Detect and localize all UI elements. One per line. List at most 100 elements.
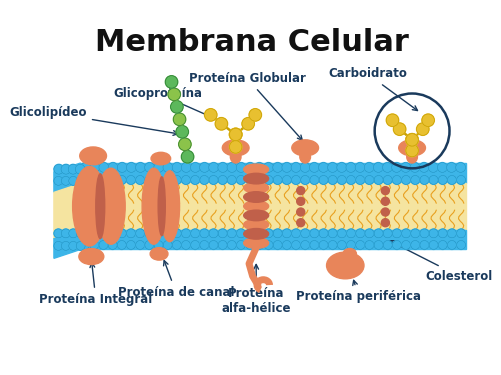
Ellipse shape <box>243 228 269 239</box>
Ellipse shape <box>142 168 165 244</box>
Circle shape <box>99 176 108 184</box>
Circle shape <box>69 229 78 238</box>
Ellipse shape <box>151 152 171 165</box>
Circle shape <box>411 240 420 249</box>
Circle shape <box>176 126 188 138</box>
Circle shape <box>69 242 78 250</box>
Circle shape <box>136 176 145 184</box>
Circle shape <box>154 229 163 238</box>
Circle shape <box>273 176 282 184</box>
Circle shape <box>337 229 346 238</box>
Circle shape <box>181 150 194 163</box>
Circle shape <box>365 229 374 238</box>
Circle shape <box>292 176 301 184</box>
Circle shape <box>145 240 154 249</box>
Circle shape <box>291 162 301 172</box>
Circle shape <box>163 240 172 249</box>
Circle shape <box>381 219 389 227</box>
Circle shape <box>383 162 392 172</box>
Circle shape <box>381 208 389 216</box>
Circle shape <box>255 162 264 172</box>
Circle shape <box>319 240 328 249</box>
Circle shape <box>356 240 365 249</box>
Circle shape <box>297 187 305 195</box>
Circle shape <box>229 128 242 141</box>
Circle shape <box>163 176 172 184</box>
Circle shape <box>81 240 90 249</box>
Circle shape <box>76 176 85 185</box>
Circle shape <box>255 240 264 249</box>
Circle shape <box>181 162 191 172</box>
Circle shape <box>355 162 365 172</box>
Circle shape <box>264 229 273 238</box>
Circle shape <box>229 128 242 141</box>
Circle shape <box>136 162 145 172</box>
Circle shape <box>236 229 245 238</box>
Circle shape <box>99 229 108 238</box>
Circle shape <box>255 176 264 184</box>
Circle shape <box>283 229 291 238</box>
Circle shape <box>190 162 200 172</box>
Circle shape <box>328 162 338 172</box>
Ellipse shape <box>243 164 269 175</box>
Circle shape <box>356 229 365 238</box>
Circle shape <box>181 176 190 184</box>
Circle shape <box>383 176 392 184</box>
Ellipse shape <box>230 150 241 163</box>
Circle shape <box>181 229 190 238</box>
Text: Proteína
alfa-hélice: Proteína alfa-hélice <box>221 264 291 315</box>
Circle shape <box>165 76 178 88</box>
Circle shape <box>386 114 399 126</box>
Circle shape <box>297 219 305 227</box>
Circle shape <box>126 176 135 184</box>
Circle shape <box>383 240 392 249</box>
Circle shape <box>215 117 227 130</box>
Circle shape <box>301 229 310 238</box>
Circle shape <box>54 176 63 185</box>
Circle shape <box>145 229 154 238</box>
Circle shape <box>108 176 117 184</box>
Circle shape <box>392 176 401 184</box>
Circle shape <box>428 162 438 172</box>
Ellipse shape <box>80 147 107 165</box>
Circle shape <box>319 176 328 184</box>
Circle shape <box>218 240 227 249</box>
Circle shape <box>416 123 429 135</box>
Circle shape <box>438 229 447 238</box>
Circle shape <box>163 162 173 172</box>
Circle shape <box>446 162 456 172</box>
Ellipse shape <box>79 249 104 265</box>
Circle shape <box>117 176 126 184</box>
Ellipse shape <box>243 173 269 184</box>
Circle shape <box>204 109 217 121</box>
Circle shape <box>236 176 245 184</box>
Circle shape <box>406 134 418 146</box>
Circle shape <box>227 240 236 249</box>
Circle shape <box>191 229 199 238</box>
Circle shape <box>365 176 374 184</box>
Circle shape <box>236 240 245 249</box>
Circle shape <box>163 229 172 238</box>
Circle shape <box>447 176 456 184</box>
Ellipse shape <box>292 140 319 156</box>
Circle shape <box>76 242 85 250</box>
Circle shape <box>199 162 209 172</box>
Circle shape <box>200 229 209 238</box>
Circle shape <box>392 229 401 238</box>
Circle shape <box>381 187 389 195</box>
Circle shape <box>209 162 218 172</box>
Text: Colesterol: Colesterol <box>389 241 492 283</box>
Circle shape <box>374 176 383 184</box>
Circle shape <box>69 176 78 185</box>
Circle shape <box>154 176 163 184</box>
Circle shape <box>172 162 182 172</box>
Circle shape <box>456 229 465 238</box>
Circle shape <box>438 240 447 249</box>
Circle shape <box>402 176 410 184</box>
Circle shape <box>393 123 406 135</box>
Circle shape <box>90 176 99 184</box>
Circle shape <box>218 229 227 238</box>
Circle shape <box>245 176 255 184</box>
Circle shape <box>374 240 383 249</box>
Circle shape <box>365 240 374 249</box>
